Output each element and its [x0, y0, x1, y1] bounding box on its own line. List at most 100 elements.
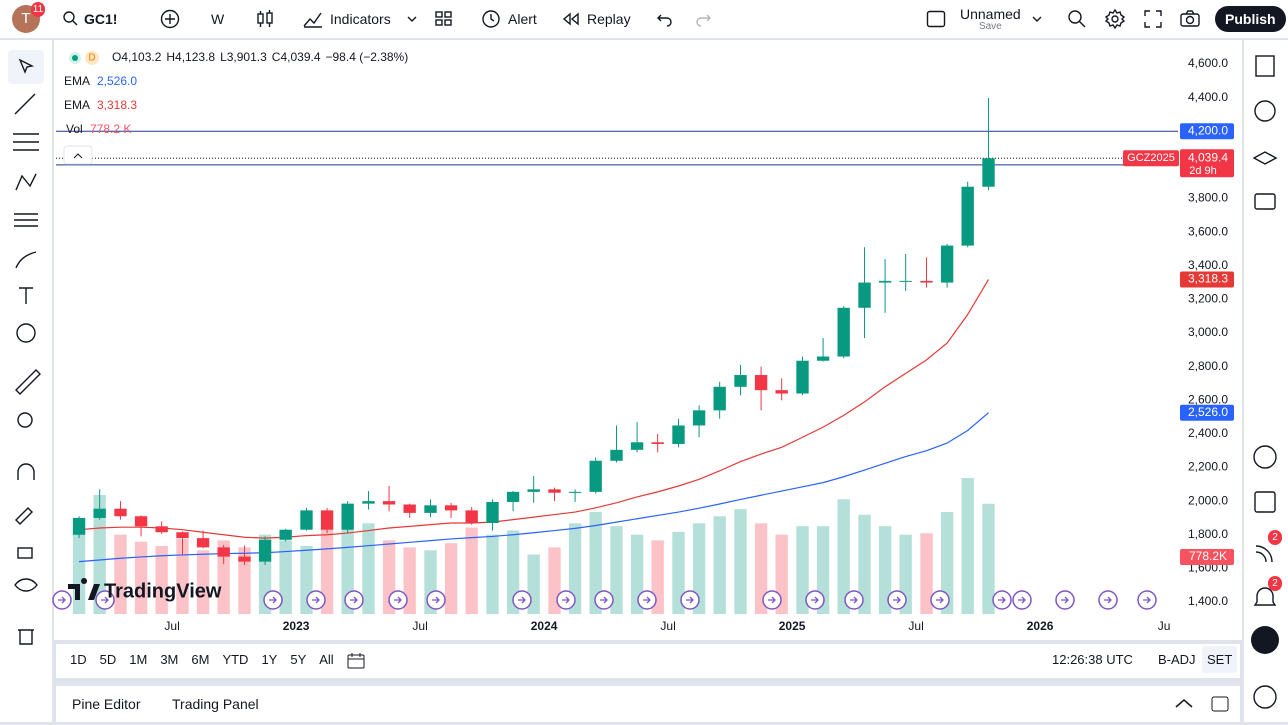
ema-name: EMA	[64, 74, 90, 88]
range-button[interactable]: 5Y	[290, 652, 307, 667]
apps-icon[interactable]	[1251, 626, 1279, 654]
y-tick-label: 3,600.0	[1188, 224, 1228, 238]
magnet-tool[interactable]	[17, 463, 35, 480]
chat-icon[interactable]	[1254, 193, 1276, 210]
event-arrow	[1018, 596, 1026, 604]
add-symbol[interactable]	[160, 0, 180, 38]
y-tick-label: 4,400.0	[1188, 90, 1228, 104]
adjustment[interactable]: B-ADJ	[1158, 652, 1196, 667]
volume-bar	[341, 514, 354, 614]
range-button[interactable]: 1M	[129, 652, 148, 667]
symbol-search[interactable]: GC1!	[62, 0, 117, 38]
alert[interactable]: Alert	[480, 0, 537, 38]
y-tick-label: 1,800.0	[1188, 527, 1228, 541]
session[interactable]: SET	[1202, 646, 1238, 673]
range-button[interactable]: All	[319, 652, 334, 667]
emoji-tool[interactable]	[16, 323, 36, 343]
projection-tool[interactable]	[14, 213, 38, 227]
indicators-icon	[303, 12, 322, 28]
candle-body	[527, 489, 540, 492]
ema-value: 2,526.0	[97, 74, 137, 88]
candle-body	[734, 375, 747, 387]
text-tool[interactable]	[19, 287, 33, 304]
range-button[interactable]: 6M	[191, 652, 210, 667]
event-arrow	[998, 596, 1006, 604]
settings[interactable]	[1104, 0, 1126, 38]
cursor-tool[interactable]	[18, 58, 35, 74]
ohlc-change: −98.4 (−2.38%)	[326, 50, 409, 64]
stay-in-draw[interactable]	[15, 507, 33, 525]
volume-bar	[444, 543, 458, 614]
range-button[interactable]: 1D	[70, 652, 87, 667]
trend-line-tool[interactable]	[14, 93, 36, 115]
range-button[interactable]: YTD	[222, 652, 249, 667]
range-button[interactable]: 3M	[160, 652, 179, 667]
volume-bar	[114, 534, 127, 614]
news-icon[interactable]	[1255, 545, 1273, 563]
candle-body	[114, 508, 127, 517]
drawing-tools	[8, 50, 44, 645]
fullscreen[interactable]	[1143, 0, 1163, 38]
candle-body	[548, 489, 561, 493]
layouts[interactable]	[434, 0, 454, 38]
notifications-icon[interactable]	[1253, 587, 1277, 606]
replay[interactable]: Replay	[561, 0, 631, 38]
date-range-icon[interactable]	[346, 651, 366, 671]
snapshot[interactable]	[1179, 0, 1201, 38]
fib-tool[interactable]	[13, 133, 39, 151]
delete-tool[interactable]	[18, 629, 34, 645]
ruler-tool[interactable]	[15, 369, 41, 395]
volume-bar	[837, 499, 850, 614]
panel-controls[interactable]	[1166, 689, 1236, 719]
candle-body	[506, 491, 520, 502]
layout-toggle[interactable]	[926, 0, 946, 38]
y-tick-label: 2,800.0	[1188, 359, 1228, 373]
layers-icon[interactable]	[1252, 151, 1278, 165]
range-button[interactable]: 5D	[99, 652, 117, 667]
indicators[interactable]: Indicators	[302, 0, 423, 38]
y-tick-label: 2,400.0	[1188, 426, 1228, 440]
pattern-tool[interactable]	[15, 173, 37, 191]
candle-body	[258, 539, 272, 562]
y-tick-label: 2,600.0	[1188, 392, 1228, 406]
x-tick-label: Jul	[164, 619, 179, 633]
candle-body	[320, 510, 334, 530]
brush-tool[interactable]	[15, 251, 37, 269]
calendar-icon[interactable]	[1254, 491, 1276, 513]
chart-pane	[54, 40, 1242, 640]
maximize-icon[interactable]	[1211, 696, 1229, 712]
quick-search-icon	[1068, 10, 1086, 28]
clock: 12:26:38 UTC	[1052, 652, 1133, 667]
candle-body	[444, 505, 458, 511]
candle-body	[238, 556, 251, 562]
volume-bar	[72, 526, 86, 614]
collapse-button[interactable]	[63, 145, 93, 165]
panel-tab[interactable]: Pine Editor	[72, 696, 141, 712]
publish-button[interactable]: Publish	[1215, 6, 1286, 32]
expand-icon[interactable]	[1175, 699, 1193, 708]
watchlist-icon[interactable]	[1255, 55, 1275, 77]
candle-body	[134, 516, 148, 527]
help-icon[interactable]	[1253, 685, 1277, 709]
layout-name[interactable]: Unnamed Save	[960, 0, 1021, 38]
lock-tool[interactable]	[17, 547, 33, 559]
last-price-bg	[1180, 149, 1234, 178]
candle-body	[837, 307, 850, 357]
redo[interactable]	[694, 0, 712, 38]
chart-type[interactable]	[256, 0, 274, 38]
event-arrow	[58, 596, 66, 604]
panel-tab[interactable]: Trading Panel	[172, 696, 259, 712]
visibility-tool[interactable]	[14, 578, 38, 592]
alerts-icon[interactable]	[1254, 100, 1276, 122]
alert-icon	[482, 10, 500, 28]
interval[interactable]: W	[211, 11, 225, 27]
volume-bar	[134, 541, 148, 614]
layout-menu[interactable]	[1030, 0, 1046, 38]
event-arrow	[269, 596, 277, 604]
range-button[interactable]: 1Y	[261, 652, 278, 667]
zoom-tool[interactable]	[17, 412, 33, 428]
quick-search[interactable]	[1066, 0, 1088, 38]
candle-body	[878, 280, 892, 283]
target-icon[interactable]	[1253, 445, 1277, 469]
undo[interactable]	[656, 0, 674, 38]
